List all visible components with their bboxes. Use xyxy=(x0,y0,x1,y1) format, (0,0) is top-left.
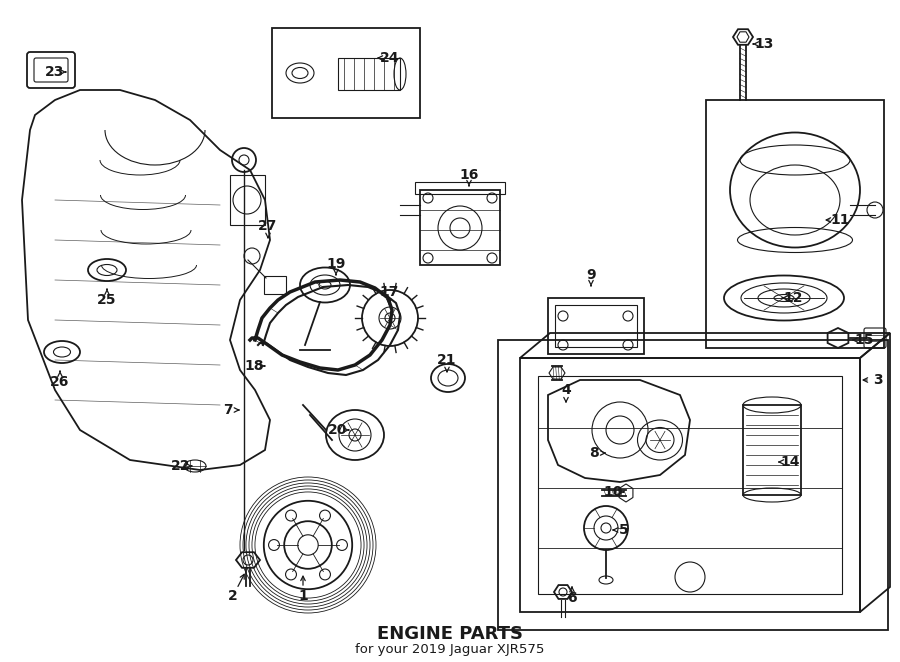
Bar xyxy=(743,405,801,495)
Bar xyxy=(538,376,842,594)
Bar xyxy=(420,190,500,265)
Text: 2: 2 xyxy=(228,589,238,603)
Text: 3: 3 xyxy=(873,373,883,387)
Text: 1: 1 xyxy=(298,589,308,603)
Text: 4: 4 xyxy=(561,383,571,397)
Text: 16: 16 xyxy=(459,168,479,182)
Bar xyxy=(498,340,888,630)
Bar xyxy=(520,358,860,612)
Text: 13: 13 xyxy=(754,37,774,51)
Bar xyxy=(264,276,286,294)
Text: 7: 7 xyxy=(223,403,233,417)
Text: 6: 6 xyxy=(567,591,577,605)
Text: 8: 8 xyxy=(590,446,598,460)
Text: ENGINE PARTS: ENGINE PARTS xyxy=(377,625,523,643)
Bar xyxy=(555,305,637,347)
Text: 12: 12 xyxy=(783,291,803,305)
Text: 5: 5 xyxy=(619,523,629,537)
Text: 27: 27 xyxy=(258,219,278,233)
Text: 19: 19 xyxy=(327,257,346,271)
Text: 14: 14 xyxy=(780,455,800,469)
Text: 26: 26 xyxy=(50,375,69,389)
Text: 20: 20 xyxy=(328,423,347,437)
Bar xyxy=(230,175,265,225)
Text: 25: 25 xyxy=(97,293,117,307)
Text: 24: 24 xyxy=(380,51,400,65)
Text: 22: 22 xyxy=(171,459,191,473)
Text: 9: 9 xyxy=(586,268,596,282)
Text: 17: 17 xyxy=(379,285,399,299)
Bar xyxy=(415,182,505,194)
Text: 10: 10 xyxy=(603,485,623,499)
Text: 15: 15 xyxy=(854,333,874,347)
Text: 11: 11 xyxy=(830,213,850,227)
Bar xyxy=(272,28,420,118)
Bar xyxy=(338,58,400,90)
Text: 21: 21 xyxy=(437,353,456,367)
Text: for your 2019 Jaguar XJR575: for your 2019 Jaguar XJR575 xyxy=(356,643,544,657)
Text: 23: 23 xyxy=(45,65,65,79)
Text: 18: 18 xyxy=(244,359,264,373)
Bar xyxy=(706,100,884,348)
Bar xyxy=(548,298,644,354)
